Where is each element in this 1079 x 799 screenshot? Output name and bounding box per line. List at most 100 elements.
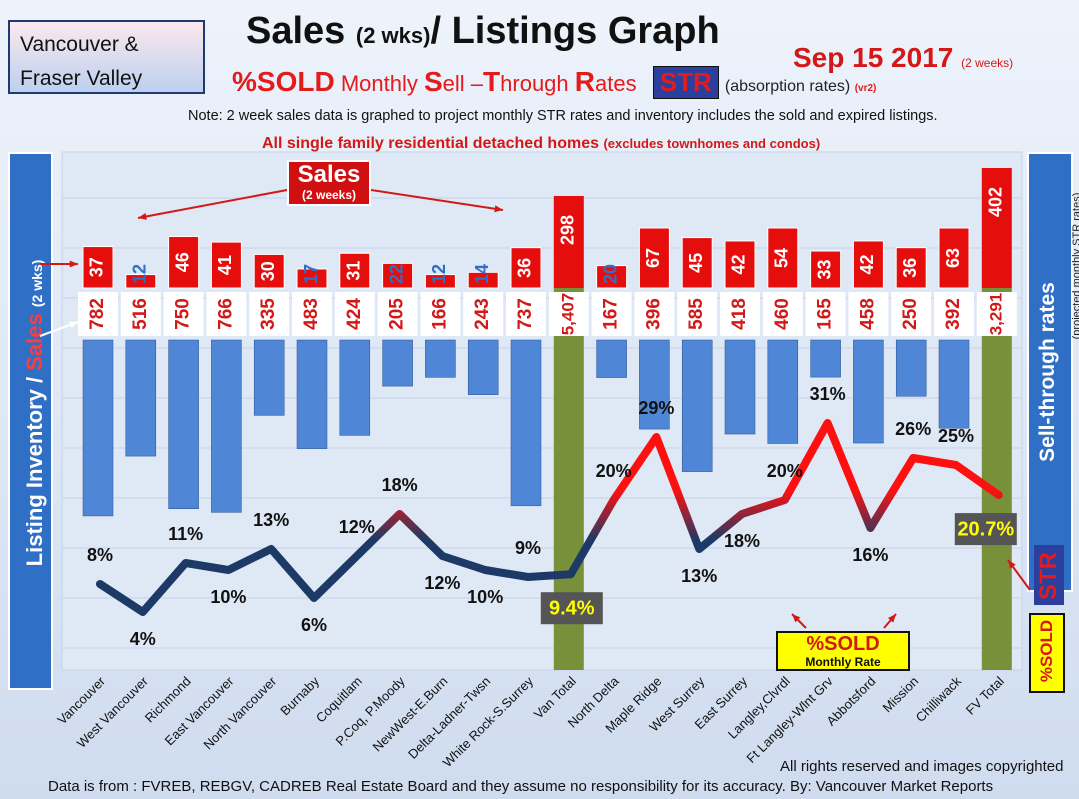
total-pct-label: 20.7%: [957, 518, 1014, 540]
sales-value-label: 36: [515, 258, 535, 278]
sales-arrow-left: [137, 189, 288, 219]
chart-subtitle: %SOLD Monthly Sell –Through Rates STR (a…: [232, 66, 876, 99]
listing-value-label: 516: [130, 298, 151, 330]
sales-bar: [467, 271, 499, 289]
listing-value-label: 737: [515, 298, 536, 330]
sales-value-label: 45: [686, 253, 706, 273]
sales-value-label: 37: [87, 257, 107, 277]
listing-value-label: 167: [601, 298, 622, 330]
x-tick-label: Mission: [880, 674, 922, 716]
pct-label: 10%: [467, 587, 503, 607]
listing-bar: [853, 339, 884, 444]
pct-label: 6%: [301, 615, 327, 635]
footer-source: Data is from : FVREB, REBGV, CADREB Real…: [48, 778, 994, 795]
sales-bar-total: [981, 168, 1012, 288]
sold-legend-sub: Monthly Rate: [805, 655, 881, 669]
listing-label-bg: [163, 292, 204, 336]
sales-value-label: 42: [857, 254, 877, 274]
listing-label-bg: [762, 292, 803, 336]
pct-label: 12%: [424, 573, 460, 593]
title-sales: Sales: [246, 10, 346, 52]
sales-value-label: 30: [258, 261, 278, 281]
listing-label-bg: [720, 292, 760, 336]
left-sales-arrow-head: [69, 260, 78, 268]
listing-value-label: 250: [900, 298, 921, 330]
sold-vertical-badge: [1029, 613, 1065, 693]
listing-label-bg: [206, 292, 247, 336]
listing-label-bg: [249, 292, 290, 336]
sales-bar: [638, 227, 670, 289]
sold-line-path: [96, 419, 1003, 616]
listing-value-label: 418: [729, 298, 750, 330]
sales-value-label: 12: [429, 264, 449, 284]
pct-label: 20%: [596, 461, 632, 481]
sales-bar: [210, 241, 242, 289]
listing-bar: [681, 339, 713, 472]
sales-value-label: 46: [172, 252, 192, 272]
listing-bar: [938, 339, 970, 429]
region-line-1: Vancouver &: [20, 33, 139, 56]
listing-value-label: 165: [815, 298, 836, 330]
sales-bar: [253, 253, 285, 289]
str-vertical-badge: [1034, 545, 1064, 605]
listing-label-bg: [976, 292, 1017, 336]
pct-label: 18%: [382, 475, 418, 495]
subtitle-s: S: [423, 66, 443, 97]
subtitle-sell: ell –: [442, 71, 484, 96]
pct-label: 12%: [339, 517, 375, 537]
subtitle-sold: %SOLD: [232, 66, 335, 97]
listing-value-label: 460: [772, 298, 793, 330]
listing-bar: [425, 339, 456, 378]
pct-label: 20%: [767, 461, 803, 481]
listing-bar: [510, 339, 542, 507]
pct-label: 8%: [87, 545, 113, 565]
right-axis-band: [1027, 152, 1073, 592]
listing-label-bg: [591, 292, 632, 336]
listing-value-label: 5,407: [558, 293, 577, 336]
listing-bar: [211, 339, 242, 513]
listing-label-bg: [334, 292, 375, 336]
listing-bar: [724, 339, 756, 435]
x-tick-label: FV Total: [963, 673, 1007, 717]
listing-value-label: 766: [215, 298, 236, 330]
listing-value-label: 392: [943, 298, 964, 330]
listing-label-bg: [677, 292, 718, 336]
subtitle-t: T: [483, 66, 501, 97]
listing-value-label: 458: [857, 298, 878, 330]
sales-value-label: 36: [900, 258, 920, 278]
total-pct-box: [954, 513, 1017, 546]
sales-bar: [125, 274, 157, 289]
sales-value-label: 63: [943, 248, 963, 268]
pct-label: 13%: [681, 566, 717, 586]
sales-value-label: 67: [643, 248, 663, 268]
sales-value-label: 41: [215, 255, 235, 275]
sales-legend-title: Sales: [297, 161, 361, 188]
listing-label-bg: [120, 292, 161, 336]
x-tick-label: North Vancouver: [200, 673, 279, 752]
sales-arrow-left-head: [138, 213, 147, 220]
listing-bar: [810, 339, 841, 378]
sales-bar: [596, 265, 628, 289]
listing-bar: [82, 339, 114, 517]
sales-bar-total: [553, 196, 584, 288]
sold-legend-box: %SOLD Monthly Rate: [776, 631, 910, 671]
listing-bar: [596, 339, 627, 378]
listing-label-bg: [548, 292, 589, 336]
homes-note: All single family residential detached h…: [262, 135, 820, 153]
sales-legend-label: Sales (2 weeks): [287, 160, 371, 206]
listing-bar: [767, 339, 799, 444]
listing-label-bg: [463, 292, 504, 336]
left-inventory-arrow-head: [69, 321, 78, 329]
pct-label: 10%: [210, 587, 246, 607]
sales-value-label: 298: [558, 215, 578, 245]
region-line-2: Fraser Valley: [20, 67, 143, 90]
listing-value-label: 585: [686, 298, 707, 330]
region-box: Vancouver & Fraser Valley: [8, 20, 205, 94]
title-period: (2 wks): [355, 23, 431, 48]
sales-bar: [895, 247, 927, 289]
sales-bar: [510, 247, 542, 289]
listing-bar: [125, 339, 157, 457]
sales-bar: [296, 268, 328, 289]
listing-bar: [296, 339, 328, 449]
